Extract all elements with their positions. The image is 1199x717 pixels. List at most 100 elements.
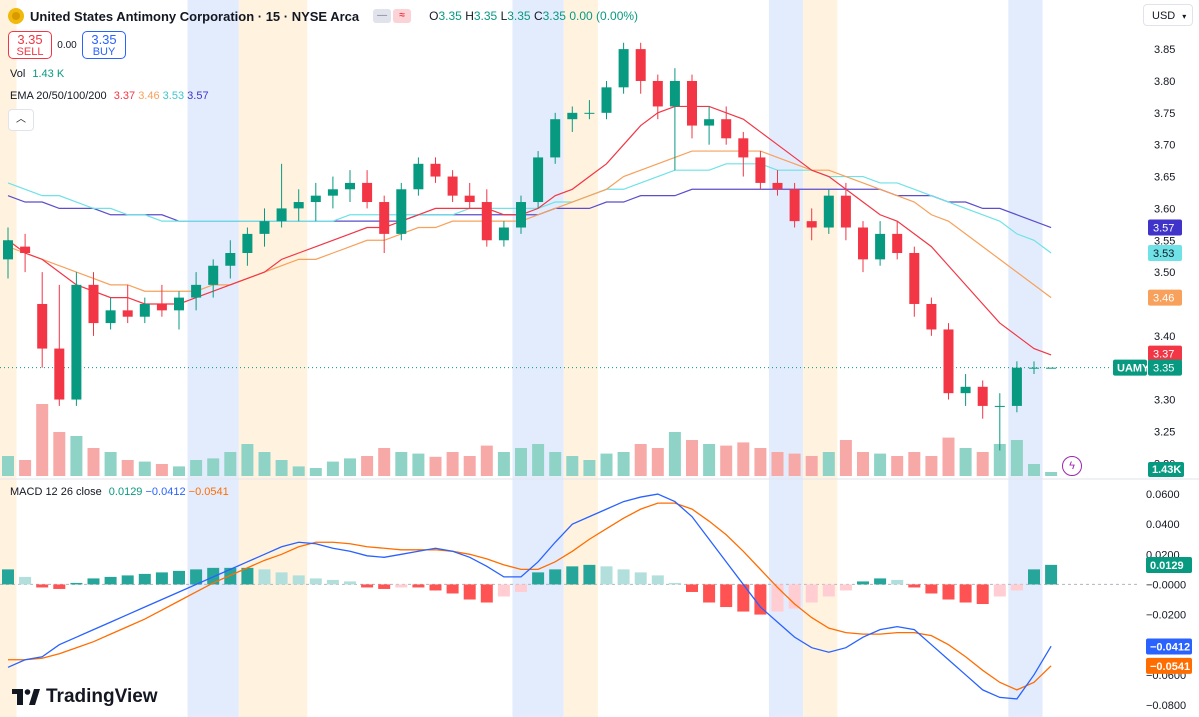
candle-body: [379, 202, 390, 234]
volume-bar: [925, 456, 938, 476]
candle-body: [635, 49, 646, 81]
candle-body: [498, 227, 509, 241]
macd-histogram-bar: [412, 584, 425, 588]
tilde-icon[interactable]: ≈: [393, 9, 412, 23]
macd-legend[interactable]: MACD 12 26 close 0.0129 −0.0412 −0.0541: [10, 486, 229, 498]
price-axis-tick: 3.65: [1154, 172, 1175, 184]
session-band-1: [187, 0, 239, 717]
macd-line-label: −0.0412: [1150, 642, 1190, 654]
candle-body: [293, 202, 304, 209]
session-band-7: [1008, 0, 1043, 717]
volume-bar: [446, 452, 459, 476]
volume-bar: [822, 452, 835, 476]
macd-histogram-bar: [378, 584, 391, 589]
candle-body: [191, 284, 202, 298]
candle-body: [464, 195, 475, 203]
ema-legend[interactable]: EMA 20/50/100/200 3.37 3.46 3.53 3.57: [10, 90, 209, 102]
candle-body: [54, 348, 65, 400]
price-axis-tick: 3.85: [1154, 44, 1175, 56]
macd-histogram-bar: [292, 575, 305, 585]
ema50-value: 3.46: [138, 90, 160, 102]
chevron-up-icon: ︿: [16, 114, 26, 125]
macd-histogram-bar: [788, 584, 801, 609]
macd-histogram-bar: [771, 584, 784, 612]
macd-histogram-bar: [463, 584, 476, 600]
macd-signal-value: −0.0541: [188, 486, 229, 498]
macd-histogram-bar: [805, 584, 818, 603]
macd-histogram-bar: [1010, 584, 1023, 591]
symbol-title[interactable]: United States Antimony Corporation · 15 …: [30, 8, 360, 24]
macd-histogram-bar: [326, 579, 339, 585]
volume-bar: [53, 432, 66, 476]
volume-bar: [241, 444, 254, 476]
candle-body: [1046, 367, 1057, 369]
volume-legend[interactable]: Vol 1.43 K: [10, 68, 65, 80]
volume-bar: [993, 444, 1006, 476]
ema100-value: 3.53: [162, 90, 185, 102]
macd-histogram-bar: [720, 584, 733, 608]
candle-body: [704, 119, 715, 126]
ema20-value: 3.37: [113, 90, 136, 102]
chart-header: United States Antimony Corporation · 15 …: [8, 6, 638, 26]
volume-bar: [600, 453, 613, 476]
candle-body: [327, 189, 338, 196]
candle-body: [601, 87, 612, 113]
macd-histogram-bar: [138, 573, 151, 585]
candle-body: [3, 240, 13, 260]
lightning-icon[interactable]: ϟ: [1062, 456, 1082, 476]
macd-axis-tick: 0.0400: [1146, 519, 1180, 531]
volume-bar: [224, 452, 237, 476]
macd-histogram-bar: [190, 569, 203, 585]
candle-body: [738, 138, 749, 158]
tradingview-logo[interactable]: TradingView: [12, 686, 158, 708]
candle-body: [994, 405, 1005, 407]
macd-line: [7, 493, 1052, 700]
volume-bar: [532, 444, 545, 476]
candle-body: [259, 221, 270, 234]
volume-bar: [361, 456, 374, 476]
volume-label-bg: [1148, 462, 1184, 477]
macd-histogram-bar: [566, 566, 579, 585]
price-label-bg: [1148, 359, 1182, 376]
macd-histogram-bar: [925, 584, 938, 594]
candle-body: [447, 176, 458, 196]
volume-bar: [173, 466, 185, 476]
candle-body: [618, 49, 629, 88]
candle-body: [858, 227, 868, 260]
volume-bar: [395, 452, 408, 476]
collapse-legend-button[interactable]: ︿: [8, 109, 34, 131]
macd-histogram-bar: [703, 584, 716, 603]
currency-selector[interactable]: USD ▾: [1143, 4, 1193, 26]
candle-body: [823, 195, 834, 228]
price-axis-tick: 3.50: [1154, 267, 1175, 279]
price-label-text: 3.35: [1153, 363, 1174, 375]
macd-histogram-bar: [942, 584, 955, 600]
macd-histogram-bar: [173, 570, 185, 585]
macd-histogram-bar: [634, 572, 647, 585]
buy-button[interactable]: 3.35 BUY: [82, 31, 126, 59]
session-band-4: [563, 0, 598, 717]
macd-histogram-bar: [429, 584, 442, 591]
price-axis-tick: 3.25: [1154, 426, 1175, 438]
sell-button[interactable]: 3.35 SELL: [8, 31, 52, 59]
change-readout: 0.00 (0.00%): [569, 9, 639, 23]
volume-bar: [583, 460, 596, 476]
eye-icon[interactable]: —: [373, 9, 392, 23]
volume-bar: [36, 404, 49, 476]
macd-histogram-bar: [532, 572, 545, 585]
price-label-bg: [1148, 245, 1182, 261]
volume-bar: [309, 468, 322, 476]
volume-bar: [737, 442, 750, 476]
macd-histogram-bar: [258, 569, 271, 585]
macd-histogram-bar: [617, 569, 630, 585]
volume-bar: [104, 452, 117, 476]
volume-value: 1.43 K: [32, 68, 65, 80]
volume-bar: [292, 466, 305, 476]
candle-body: [652, 80, 663, 107]
volume-bar: [344, 458, 356, 476]
macd-axis-tick: −0.0800: [1146, 700, 1186, 712]
symbol-tag: [1113, 359, 1147, 376]
macd-histogram-bar: [1028, 569, 1040, 585]
candle-body: [892, 233, 903, 253]
